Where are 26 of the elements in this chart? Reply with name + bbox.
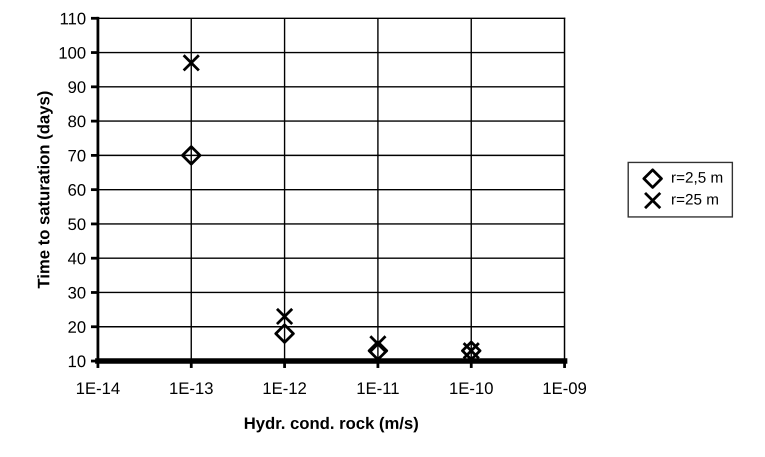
y-tick-label: 20 (68, 321, 86, 333)
point (182, 54, 200, 72)
x-tick-label: 1E-11 (358, 382, 399, 394)
y-tick-label: 110 (60, 12, 86, 24)
y-tick-label: 40 (68, 252, 86, 264)
x-tick-label: 1E-09 (544, 382, 586, 394)
y-tick-label: 50 (68, 218, 86, 230)
y-tick-label: 70 (68, 150, 86, 162)
point (276, 307, 294, 326)
x-tick-label: 1E-12 (264, 382, 306, 394)
point (181, 145, 202, 166)
y-tick-label: 100 (60, 46, 86, 59)
y-tick-label: 30 (68, 286, 86, 299)
x-tick-label: 1E-14 (76, 382, 120, 394)
y-tick-label: 80 (68, 116, 86, 128)
y-axis-title: Time to saturation (days) (37, 92, 53, 288)
y-tick-label: 90 (68, 81, 86, 94)
x-tick-label: 1E-13 (170, 382, 213, 394)
y-tick-label: 60 (68, 184, 86, 196)
point (274, 323, 295, 344)
y-tick-label: 10 (68, 355, 86, 368)
legend-label: r=2,5 m (672, 172, 722, 185)
legend-label: r=25 m (672, 194, 718, 205)
x-tick-label: 1E-10 (450, 382, 493, 394)
point (368, 334, 387, 353)
x-axis-title: Hydr. cond. rock (m/s) (244, 416, 418, 432)
